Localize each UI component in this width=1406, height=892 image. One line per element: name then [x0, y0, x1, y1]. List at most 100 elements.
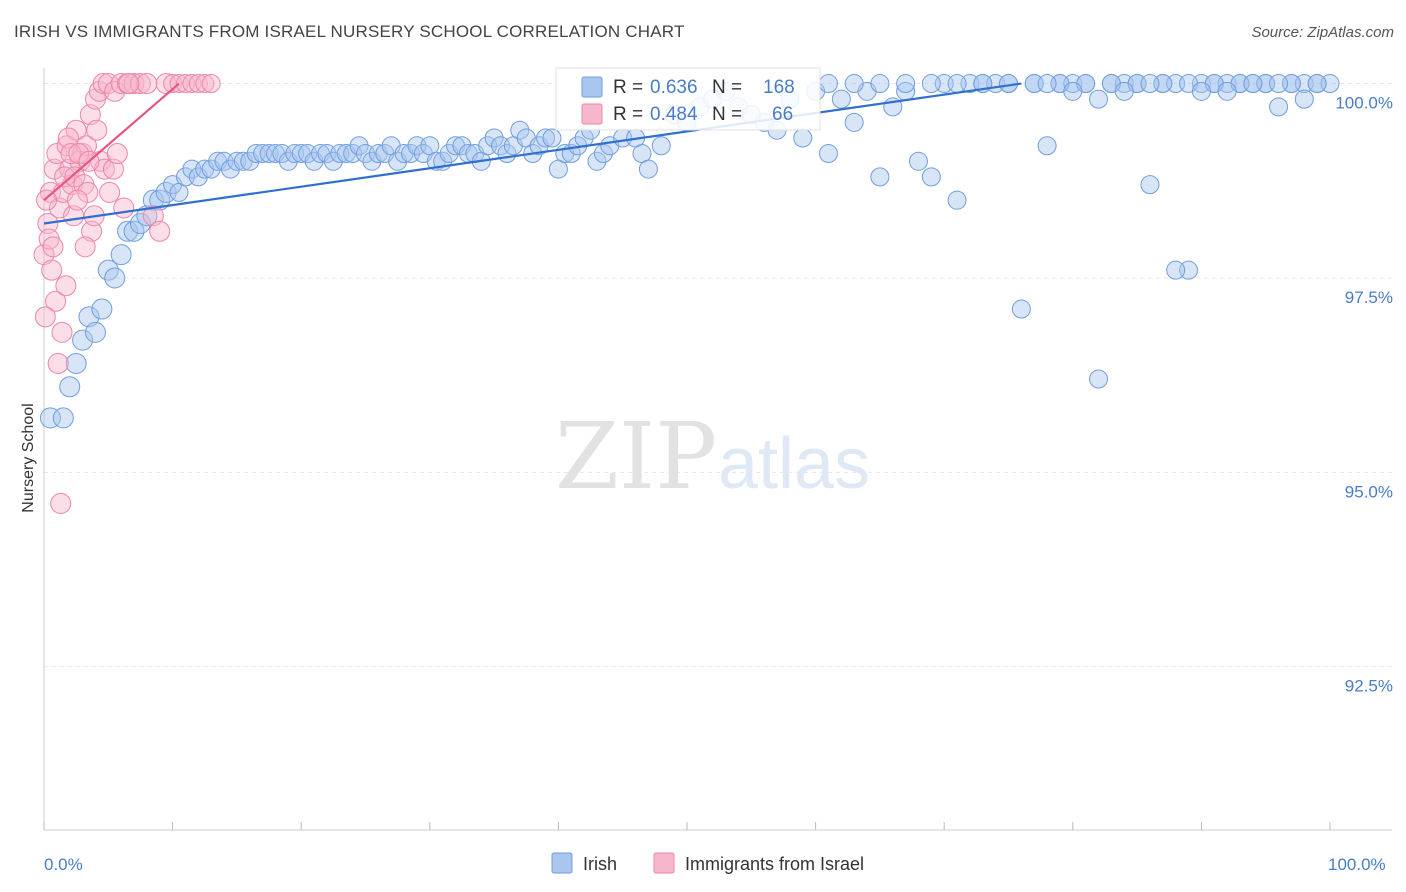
stats-irish-r-label: R =: [613, 77, 643, 98]
israel-point: [102, 158, 124, 180]
irish-point: [947, 74, 967, 94]
irish-point: [908, 151, 928, 171]
watermark-zip: ZIP: [555, 403, 717, 510]
irish-point: [1294, 89, 1314, 109]
israel-point: [99, 181, 121, 203]
irish-point: [651, 136, 671, 156]
irish-point: [72, 329, 94, 351]
irish-point: [136, 205, 158, 227]
israel-point: [36, 189, 58, 211]
x-ticks: [43, 822, 1331, 830]
irish-point: [1089, 89, 1109, 109]
stats-irish-n-label: N =: [712, 77, 742, 98]
israel-point: [118, 73, 140, 95]
irish-point: [1140, 74, 1160, 94]
y-tick-label: 100.0%: [1335, 94, 1393, 113]
irish-point: [831, 89, 851, 109]
israel-point: [86, 119, 108, 141]
israel-point: [51, 321, 73, 343]
israel-point: [79, 104, 101, 126]
x-tick-label-min: 0.0%: [44, 855, 83, 874]
irish-point: [104, 267, 126, 289]
legend-israel-label[interactable]: Immigrants from Israel: [685, 854, 864, 874]
irish-point: [65, 352, 87, 374]
israel-point: [142, 205, 164, 227]
irish-point: [896, 74, 916, 94]
israel-point: [55, 275, 77, 297]
israel-point: [201, 74, 221, 94]
x-tick-label-max: 100.0%: [1328, 855, 1386, 874]
irish-point: [870, 74, 890, 94]
stats-israel-n-value: 66: [772, 104, 793, 125]
y-tick-label: 95.0%: [1345, 482, 1393, 501]
irish-point: [1243, 74, 1263, 94]
irish-point: [1140, 175, 1160, 195]
stats-israel-n-label: N =: [712, 104, 742, 125]
israel-point: [113, 197, 135, 219]
irish-point: [818, 144, 838, 164]
irish-point: [39, 407, 61, 429]
israel-point: [50, 492, 72, 514]
israel-point: [47, 352, 69, 374]
legend-irish-swatch[interactable]: [551, 852, 573, 874]
irish-point: [1269, 97, 1289, 117]
israel-point: [34, 306, 56, 328]
israel-point: [136, 73, 158, 95]
israel-point: [74, 236, 96, 258]
y-axis-label: Nursery School: [20, 403, 37, 512]
irish-point: [1089, 369, 1109, 389]
israel-point: [43, 158, 65, 180]
israel-trend-line: [43, 82, 180, 202]
irish-point: [1063, 81, 1083, 101]
israel-point: [81, 220, 103, 242]
irish-point: [1037, 74, 1057, 94]
israel-point: [64, 166, 86, 188]
stats-irish-r-value: 0.636: [650, 77, 698, 98]
irish-point: [1037, 136, 1057, 156]
israel-point: [123, 73, 145, 95]
israel-point: [75, 135, 97, 157]
irish-point: [52, 407, 74, 429]
israel-point: [106, 143, 128, 165]
irish-point: [78, 306, 100, 328]
irish-point: [818, 74, 838, 94]
irish-point: [1191, 81, 1211, 101]
irish-point: [142, 189, 164, 211]
irish-point: [844, 112, 864, 132]
y-tick-label: 92.5%: [1345, 677, 1393, 696]
stats-israel-swatch: [581, 103, 603, 125]
irish-point: [1307, 74, 1327, 94]
irish-point: [59, 376, 81, 398]
legend-israel-swatch[interactable]: [653, 852, 675, 874]
israel-point: [57, 127, 79, 149]
stats-irish-swatch: [581, 76, 603, 98]
irish-point: [91, 298, 113, 320]
irish-point: [587, 151, 607, 171]
irish-point: [1011, 299, 1031, 319]
israel-point: [68, 143, 90, 165]
source-label: Source: ZipAtlas.com: [1251, 24, 1394, 41]
irish-point: [1114, 81, 1134, 101]
irish-point: [536, 128, 556, 148]
stats-israel-r-value: 0.484: [650, 104, 698, 125]
israel-point: [110, 73, 132, 95]
irish-point: [947, 190, 967, 210]
chart-title: IRISH VS IMMIGRANTS FROM ISRAEL NURSERY …: [14, 22, 685, 41]
irish-point: [1217, 81, 1237, 101]
israel-point: [42, 236, 64, 258]
irish-point: [638, 159, 658, 179]
israel-point: [41, 259, 63, 281]
legend-irish-label[interactable]: Irish: [583, 854, 617, 874]
israel-point: [33, 244, 55, 266]
israel-point: [45, 290, 67, 312]
israel-point: [149, 220, 171, 242]
gridlines: [44, 83, 1392, 668]
irish-point: [542, 128, 562, 148]
irish-point: [510, 120, 530, 140]
israel-point: [92, 73, 114, 95]
y-tick-labels: 100.0% 97.5% 95.0% 92.5%: [1335, 94, 1393, 696]
irish-point: [844, 74, 864, 94]
israel-point: [77, 181, 99, 203]
irish-points: [39, 74, 1340, 429]
israel-point: [195, 74, 215, 94]
